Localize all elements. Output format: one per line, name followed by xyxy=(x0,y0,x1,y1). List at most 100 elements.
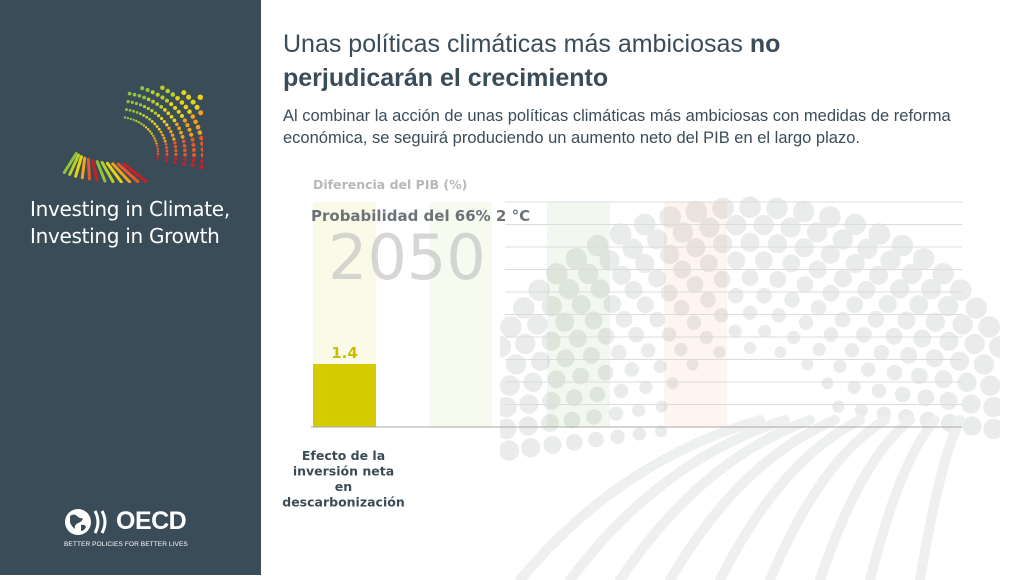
logo-dot xyxy=(156,114,161,118)
watermark-dot xyxy=(546,263,568,285)
watermark-dot xyxy=(961,394,981,414)
watermark-dot xyxy=(868,265,889,285)
logo-dot xyxy=(165,88,170,94)
watermark-dot xyxy=(857,281,876,299)
watermark-dot xyxy=(661,327,677,342)
watermark-dot xyxy=(647,229,668,250)
logo-dot xyxy=(182,118,187,123)
oecd-globe-icon xyxy=(65,509,107,535)
watermark-dot xyxy=(823,327,839,342)
watermark-dot xyxy=(672,222,694,243)
watermark-dot xyxy=(713,234,733,254)
watermark-dot xyxy=(528,279,550,301)
watermark-dot xyxy=(674,342,688,357)
logo-dot xyxy=(185,123,190,128)
title-regular: Unas políticas climáticas más ambiciosas xyxy=(283,30,750,58)
logo-dot xyxy=(156,147,159,150)
logo-dot xyxy=(129,117,132,121)
logo-dot xyxy=(195,124,201,130)
watermark-dot xyxy=(649,311,666,328)
logo-dot xyxy=(200,141,203,147)
logo-stroke xyxy=(68,153,81,176)
logo-dot xyxy=(132,118,135,122)
logo-dot xyxy=(167,126,171,130)
logo-dot xyxy=(145,115,149,119)
logo-dot xyxy=(165,152,169,156)
brand-line-2: Investing in Growth xyxy=(30,224,220,248)
logo-stroke xyxy=(74,155,83,178)
watermark-dot xyxy=(660,284,678,302)
logo-dot xyxy=(164,142,168,146)
watermark-arc xyxy=(765,415,890,580)
logo-dot xyxy=(165,123,169,127)
logo-dot xyxy=(165,149,169,153)
watermark-dot xyxy=(844,343,860,358)
watermark-dot xyxy=(572,367,590,385)
logo-dot xyxy=(187,127,192,132)
watermark-dot xyxy=(673,300,690,316)
logo-dot xyxy=(155,142,158,145)
logo-dot xyxy=(164,98,170,103)
logo-dot xyxy=(173,105,178,110)
watermark-dot xyxy=(890,279,910,299)
logo-dot xyxy=(157,127,161,131)
watermark-dot xyxy=(873,344,890,361)
logo-dot xyxy=(163,108,167,112)
logo-dot xyxy=(140,86,145,91)
logo-dot xyxy=(156,152,160,156)
logo-dot xyxy=(152,134,155,138)
brand-title: Investing in Climate, Investing in Growt… xyxy=(30,196,230,250)
watermark-dot xyxy=(648,269,666,288)
watermark-arc xyxy=(665,415,840,580)
logo-dot xyxy=(138,112,142,116)
watermark-dot xyxy=(744,342,756,354)
watermark-dot xyxy=(686,238,706,258)
watermark-dot xyxy=(639,380,653,394)
watermark-dot xyxy=(599,250,620,271)
logo-dot xyxy=(156,144,159,148)
logo-dot xyxy=(156,158,159,161)
logo-dot xyxy=(166,111,171,116)
watermark-dot xyxy=(666,377,679,390)
logo-dot xyxy=(142,124,145,127)
logo-dot xyxy=(170,133,175,137)
logo-dot xyxy=(148,117,152,121)
watermark-dot xyxy=(686,358,699,371)
watermark-dot xyxy=(624,362,639,377)
logo-stroke xyxy=(100,161,115,183)
watermark-dot xyxy=(794,238,814,258)
logo-dot xyxy=(151,99,155,104)
watermark-dot xyxy=(885,327,903,345)
logo-dot xyxy=(190,163,195,168)
watermark-dot xyxy=(834,311,851,328)
watermark-dot xyxy=(856,326,872,343)
watermark-dot xyxy=(565,433,583,451)
watermark-dot xyxy=(806,222,828,243)
logo-dot xyxy=(132,109,136,113)
logo-dot xyxy=(197,130,203,135)
logo-dot xyxy=(190,114,196,119)
watermark-dot xyxy=(586,234,609,257)
logo-dot xyxy=(194,104,200,110)
logo-dot xyxy=(165,156,169,160)
logo-dot xyxy=(173,141,177,145)
watermark-dot xyxy=(754,251,773,270)
watermark-dot xyxy=(521,438,541,458)
watermark-dot xyxy=(685,200,708,223)
watermark-dot xyxy=(780,217,801,238)
logo-dot xyxy=(182,157,187,162)
watermark-dot xyxy=(973,354,995,375)
watermark-dot xyxy=(500,336,511,358)
watermark-dot xyxy=(632,427,646,441)
watermark-dot xyxy=(939,391,958,410)
watermark-dot xyxy=(518,416,538,436)
watermark-dot xyxy=(920,278,942,300)
watermark-dot xyxy=(767,234,787,254)
logo-dot xyxy=(200,153,203,158)
watermark-arc xyxy=(865,415,940,580)
watermark-dot xyxy=(555,312,575,332)
watermark-dot xyxy=(541,295,563,317)
watermark-dot xyxy=(541,331,561,351)
watermark-dot xyxy=(753,214,774,236)
watermark-dot xyxy=(500,397,517,418)
